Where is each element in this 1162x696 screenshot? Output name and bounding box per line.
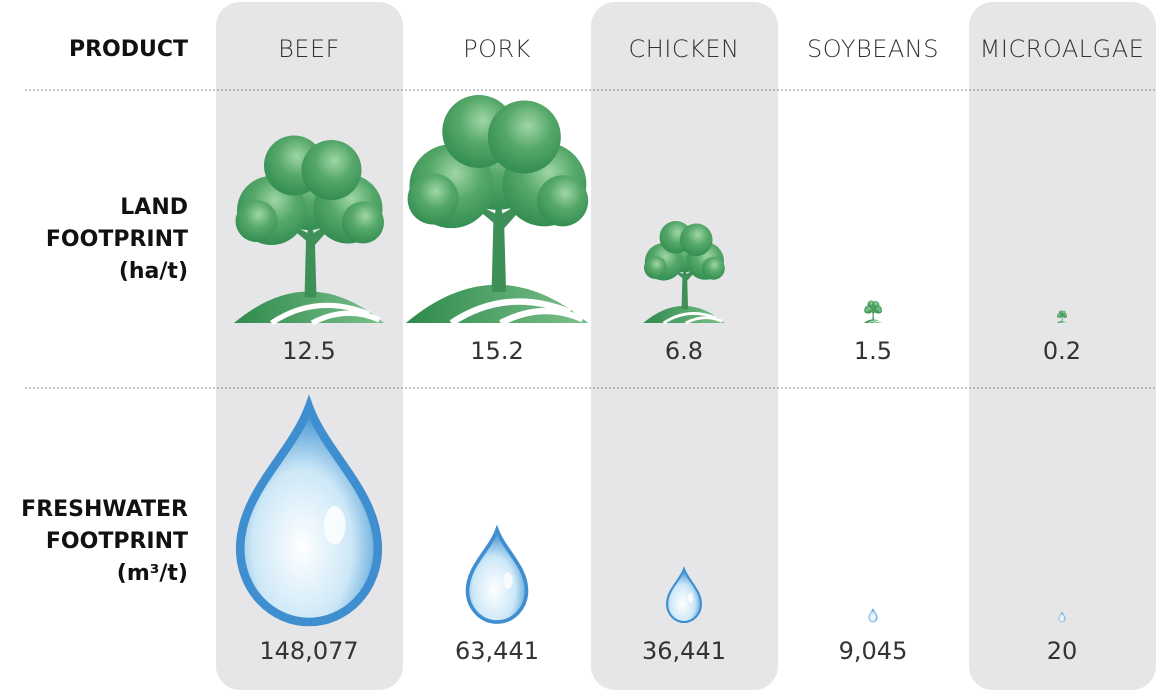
header-label: PRODUCT (69, 37, 188, 62)
drop-icon (868, 608, 878, 623)
row-label: (m³/t) (117, 561, 188, 586)
canopy (876, 308, 882, 314)
column-shade (591, 2, 778, 690)
water-value: 36,441 (642, 637, 726, 665)
drop-highlight (873, 614, 876, 618)
hill-stripe (1059, 321, 1067, 324)
drop-icon (1058, 611, 1066, 623)
canopy (644, 256, 667, 279)
canopy (1061, 310, 1066, 315)
canopy (487, 100, 561, 174)
tree-icon (643, 221, 725, 325)
row-label: FOOTPRINT (46, 529, 188, 554)
product-name: BEEF (278, 35, 340, 63)
tree-icon (864, 300, 882, 324)
land-value: 12.5 (282, 337, 335, 365)
canopy (1057, 314, 1060, 318)
hill-stripe (662, 312, 723, 325)
drop (1058, 611, 1066, 623)
land-value: 15.2 (470, 337, 523, 365)
hill-stripe (868, 320, 882, 324)
tree-icon (234, 135, 384, 326)
water-value: 148,077 (259, 637, 358, 665)
row-label: LAND (120, 195, 188, 220)
hill-stripe (270, 302, 381, 326)
drop (465, 524, 529, 624)
tree-icon (1057, 310, 1067, 324)
canopy (301, 140, 362, 200)
canopy (537, 175, 589, 227)
drop-icon (666, 565, 702, 624)
drop (868, 608, 878, 623)
canopy (1064, 314, 1067, 318)
water-value: 9,045 (839, 637, 908, 665)
drop-highlight (503, 572, 513, 589)
canopy (679, 223, 713, 257)
row-label: FOOTPRINT (46, 227, 188, 252)
hill-stripe (449, 298, 585, 326)
drop-highlight (687, 593, 693, 603)
land-value: 0.2 (1043, 337, 1081, 365)
product-name: CHICKEN (629, 35, 740, 63)
canopy (872, 301, 880, 309)
canopy (701, 256, 725, 280)
drop-icon (235, 394, 383, 627)
canopy (407, 173, 459, 225)
drop (666, 565, 702, 624)
canopy (235, 200, 278, 242)
land-value: 6.8 (665, 337, 703, 365)
canopy (342, 201, 384, 244)
row-label: FRESHWATER (21, 497, 188, 522)
product-name: SOYBEANS (807, 35, 939, 63)
product-name: MICROALGAE (980, 35, 1145, 63)
column-shade (969, 2, 1156, 690)
tree-icon (405, 95, 589, 326)
land-value: 1.5 (854, 337, 892, 365)
water-value: 63,441 (455, 637, 539, 665)
row-label: (ha/t) (119, 259, 188, 284)
drop-icon (465, 524, 529, 624)
water-value: 20 (1047, 637, 1078, 665)
drop-highlight (324, 505, 346, 545)
drop-highlight (1062, 616, 1064, 619)
drop (235, 394, 383, 627)
canopy (864, 308, 870, 314)
product-name: PORK (463, 35, 531, 63)
